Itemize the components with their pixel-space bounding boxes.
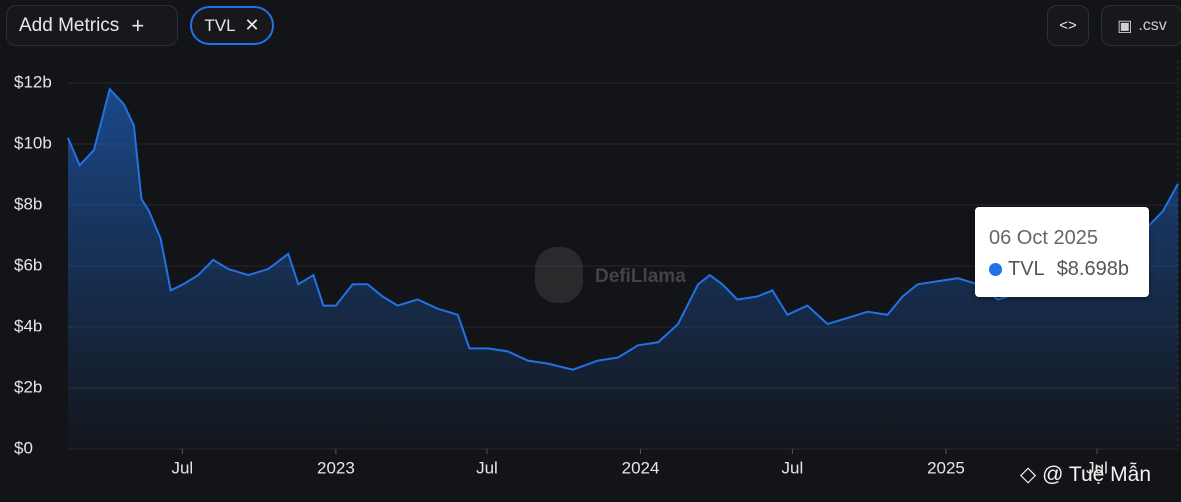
x-tick-label: Jul: [476, 458, 498, 477]
x-tick-label: 2024: [622, 458, 660, 477]
plus-icon: +: [131, 12, 145, 38]
tooltip: 06 Oct 2025 TVL $8.698b: [975, 207, 1149, 297]
credit-text: @ Tuệ Mẫn: [1042, 463, 1152, 486]
x-tick-label: 2025: [927, 458, 965, 477]
tooltip-dot: [989, 263, 1002, 276]
watermark: DefiLlama: [595, 266, 686, 287]
x-tick-label: 2023: [317, 458, 355, 477]
file-icon: ▣: [1117, 17, 1133, 35]
y-tick-label: $0: [14, 438, 33, 457]
x-tick-label: Jul: [1086, 458, 1108, 477]
label: TVL: [204, 15, 236, 35]
credit: ◇ @ Tuệ Mẫn: [1020, 462, 1151, 487]
embed-button[interactable]: <>: [1047, 5, 1089, 46]
area: [68, 89, 1178, 449]
x-tick-label: Jul: [782, 458, 804, 477]
tooltip-value: $8.698b: [1056, 258, 1129, 280]
tooltip-row: TVL $8.698b: [989, 258, 1129, 281]
y-tick-label: $6b: [14, 255, 42, 274]
metric-pill[interactable]: TVL ✕: [190, 6, 274, 45]
y-tick-label: $8b: [14, 194, 42, 213]
logo: ◇: [1020, 463, 1037, 486]
y-tick-label: $12b: [14, 72, 52, 91]
y-tick-label: $10b: [14, 133, 52, 152]
close-icon: ✕: [244, 15, 260, 35]
tooltip-series: TVL: [1008, 258, 1045, 280]
csv-button[interactable]: ▣ .csv: [1101, 5, 1181, 46]
label: .csv: [1138, 16, 1167, 34]
y-tick-label: $4b: [14, 316, 42, 335]
x-tick-label: Jul: [171, 458, 193, 477]
line: [67, 87, 1179, 371]
y-tick-label: $2b: [14, 377, 42, 396]
add-metrics-button[interactable]: Add Metrics +: [6, 5, 178, 46]
watermark-logo: DefiLlama: [535, 247, 686, 303]
tooltip-date: 06 Oct 2025: [989, 227, 1098, 249]
label: Add Metrics: [19, 14, 120, 36]
